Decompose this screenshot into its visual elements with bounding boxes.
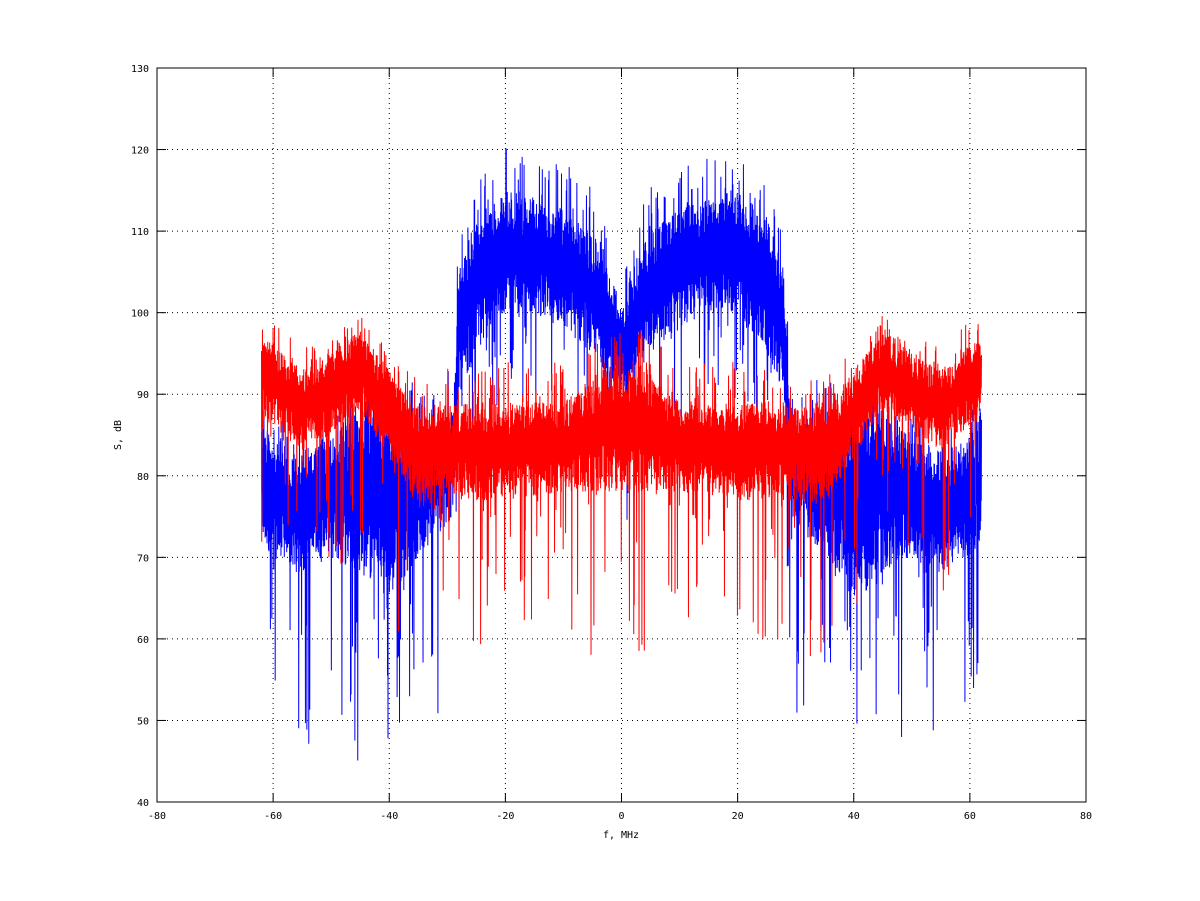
x-tick-label: 60 bbox=[964, 811, 976, 822]
y-tick-label: 70 bbox=[137, 553, 149, 564]
y-tick-label: 100 bbox=[131, 309, 149, 320]
y-tick-label: 90 bbox=[137, 390, 149, 401]
x-tick-label: 40 bbox=[848, 811, 860, 822]
ticks: -80 -60 -40 -20 0 20 40 60 80 40 50 60 70 80 90 100 110 1… bbox=[131, 64, 1092, 822]
x-axis-label: f, MHz bbox=[603, 830, 639, 841]
y-tick-label: 80 bbox=[137, 472, 149, 483]
x-tick-label: 0 bbox=[618, 811, 624, 822]
series-group bbox=[261, 147, 982, 761]
y-tick-label: 50 bbox=[137, 716, 149, 727]
x-tick-label: -40 bbox=[380, 811, 398, 822]
y-tick-label: 120 bbox=[131, 146, 149, 157]
x-tick-label: 80 bbox=[1080, 811, 1092, 822]
x-tick-label: -20 bbox=[496, 811, 514, 822]
x-tick-label: -60 bbox=[264, 811, 282, 822]
y-tick-label: 40 bbox=[137, 798, 149, 809]
y-tick-label: 60 bbox=[137, 635, 149, 646]
x-tick-label: 20 bbox=[732, 811, 744, 822]
y-axis-label: S, dB bbox=[113, 420, 124, 450]
y-tick-label: 110 bbox=[131, 227, 149, 238]
y-tick-label: 130 bbox=[131, 64, 149, 75]
series-red-line bbox=[261, 316, 982, 657]
x-tick-label: -80 bbox=[148, 811, 166, 822]
